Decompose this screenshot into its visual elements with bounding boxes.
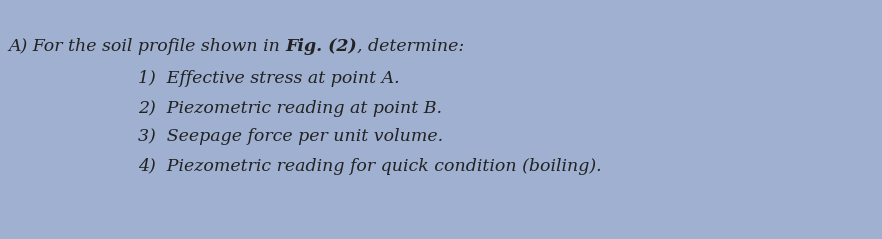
Text: A) For the soil profile shown in: A) For the soil profile shown in xyxy=(8,38,286,55)
Text: 4)  Piezometric reading for quick condition (boiling).: 4) Piezometric reading for quick conditi… xyxy=(138,158,602,175)
Text: Fig. (2): Fig. (2) xyxy=(286,38,357,55)
Text: 1)  Effective stress at point A.: 1) Effective stress at point A. xyxy=(138,70,400,87)
Text: , determine:: , determine: xyxy=(357,38,465,55)
Text: 3)  Seepage force per unit volume.: 3) Seepage force per unit volume. xyxy=(138,128,443,145)
Text: 2)  Piezometric reading at point B.: 2) Piezometric reading at point B. xyxy=(138,100,442,117)
